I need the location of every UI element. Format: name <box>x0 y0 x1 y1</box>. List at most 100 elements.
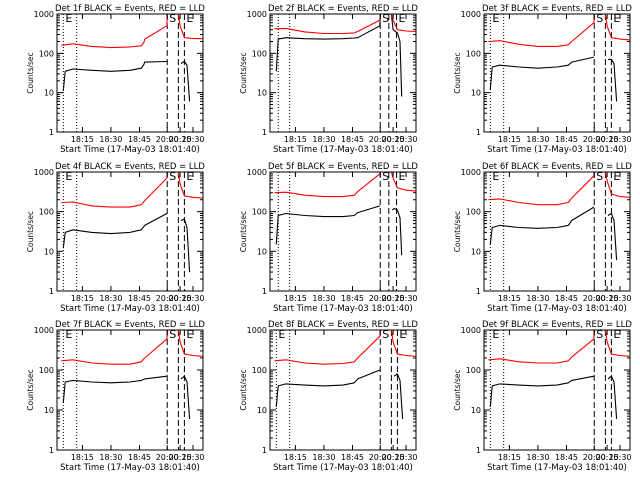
x-axis-label: Start Time (17-May-03 18:01:40) <box>60 463 200 473</box>
x-tick-label: 20:30 <box>394 294 417 303</box>
y-tick-label: 1000 <box>34 326 54 335</box>
x-tick-label: 18:30 <box>526 135 549 144</box>
panel-title: Det 1f BLACK = Events, RED = LLD <box>55 4 205 14</box>
series-lld-seg-2 <box>177 172 203 199</box>
x-tick-label: 20:00 <box>369 135 392 144</box>
x-tick-label: 20:15 <box>169 294 192 303</box>
marker-label: E <box>492 328 499 341</box>
x-tick-label: 18:30 <box>312 294 335 303</box>
marker-label: E <box>492 170 499 183</box>
x-tick-label: 20:30 <box>181 453 204 462</box>
axes-frame <box>483 13 631 133</box>
x-tick-label: 18:15 <box>498 294 521 303</box>
marker-label: E <box>399 170 406 183</box>
x-tick-label: 20:30 <box>181 135 204 144</box>
series-lld-seg-1 <box>274 172 381 198</box>
y-tick-label: 1000 <box>247 326 267 335</box>
x-axis-label: Start Time (17-May-03 18:01:40) <box>60 304 200 314</box>
x-tick-label: 20:15 <box>596 294 619 303</box>
plot-area <box>488 330 630 419</box>
x-tick-label: 20:00 <box>369 453 392 462</box>
y-tick-label: 1 <box>262 128 267 137</box>
x-axis-label: Start Time (17-May-03 18:01:40) <box>273 145 413 155</box>
series-events-seg-2 <box>607 375 618 419</box>
x-tick-label: 20:30 <box>394 453 417 462</box>
x-tick-label: 18:45 <box>128 294 151 303</box>
x-axis-label: Start Time (17-May-03 18:01:40) <box>487 304 627 314</box>
series-lld-seg-2 <box>604 14 630 41</box>
axes-frame <box>56 329 204 451</box>
series-lld-seg-2 <box>177 330 203 357</box>
y-tick-label: 100 <box>252 49 267 58</box>
y-tick-label: 10 <box>471 247 481 256</box>
axes-frame <box>56 13 204 133</box>
x-tick-label: 18:15 <box>284 294 307 303</box>
y-tick-label: 100 <box>39 366 54 375</box>
marker-label: S <box>596 328 603 341</box>
y-axis-label: Counts/sec <box>239 369 248 410</box>
series-lld-seg-1 <box>61 172 168 208</box>
marker-label: E <box>399 12 406 25</box>
series-events-seg-1 <box>62 213 168 249</box>
series-events-seg-1 <box>489 56 595 90</box>
axes-frame <box>483 329 631 451</box>
series-lld-seg-1 <box>274 330 381 365</box>
plot-area <box>274 172 416 256</box>
marker-label: E <box>613 170 620 183</box>
x-tick-label: 18:30 <box>99 294 122 303</box>
panel-det-5: S E 1 10 100 1000 18:15 18:30 18:45 20:0020:1520:… <box>239 162 418 314</box>
x-tick-label: 18:45 <box>555 135 578 144</box>
y-axis-label: Counts/sec <box>453 52 462 93</box>
x-tick-label: 20:00 <box>156 294 179 303</box>
marker-label: E <box>186 170 193 183</box>
series-lld-seg-1 <box>488 330 595 364</box>
marker-label: E <box>65 328 72 341</box>
series-lld-seg-2 <box>390 172 416 192</box>
y-tick-label: 1 <box>262 287 267 296</box>
y-axis-label: Counts/sec <box>239 52 248 93</box>
y-tick-label: 100 <box>466 49 481 58</box>
series-events-seg-1 <box>489 206 595 245</box>
y-tick-label: 10 <box>471 89 481 98</box>
axes-frame <box>269 171 417 292</box>
x-tick-label: 20:15 <box>596 453 619 462</box>
plot-area <box>274 330 416 419</box>
marker-label: S <box>169 12 176 25</box>
x-tick-label: 20:00 <box>369 294 392 303</box>
marker-label: E <box>399 328 406 341</box>
x-tick-label: 18:15 <box>71 294 94 303</box>
y-tick-label: 1 <box>49 446 54 455</box>
panel-title: Det 9f BLACK = Events, RED = LLD <box>482 320 632 330</box>
plot-area <box>488 172 630 261</box>
marker-label: E <box>65 12 72 25</box>
axes-frame <box>269 329 417 451</box>
marker-label: S <box>169 170 176 183</box>
series-events-seg-2 <box>180 218 191 273</box>
x-tick-label: 18:45 <box>341 294 364 303</box>
y-tick-label: 1000 <box>34 168 54 177</box>
x-tick-label: 18:30 <box>526 294 549 303</box>
series-events-seg-1 <box>275 369 381 407</box>
x-tick-label: 18:45 <box>555 453 578 462</box>
series-lld-seg-1 <box>488 14 595 47</box>
x-tick-label: 20:00 <box>583 453 606 462</box>
plot-area <box>61 330 203 419</box>
panel-title: Det 7f BLACK = Events, RED = LLD <box>55 320 205 330</box>
x-tick-label: 20:00 <box>583 135 606 144</box>
x-tick-label: 20:15 <box>169 135 192 144</box>
series-lld-seg-2 <box>177 14 203 40</box>
x-tick-label: 20:15 <box>596 135 619 144</box>
y-tick-label: 1000 <box>461 10 481 19</box>
x-tick-label: 18:30 <box>99 135 122 144</box>
x-tick-label: 18:30 <box>99 453 122 462</box>
x-tick-label: 20:30 <box>608 294 631 303</box>
x-tick-label: 18:45 <box>555 294 578 303</box>
series-events-seg-2 <box>391 207 403 256</box>
x-axis-label: Start Time (17-May-03 18:01:40) <box>487 145 627 155</box>
